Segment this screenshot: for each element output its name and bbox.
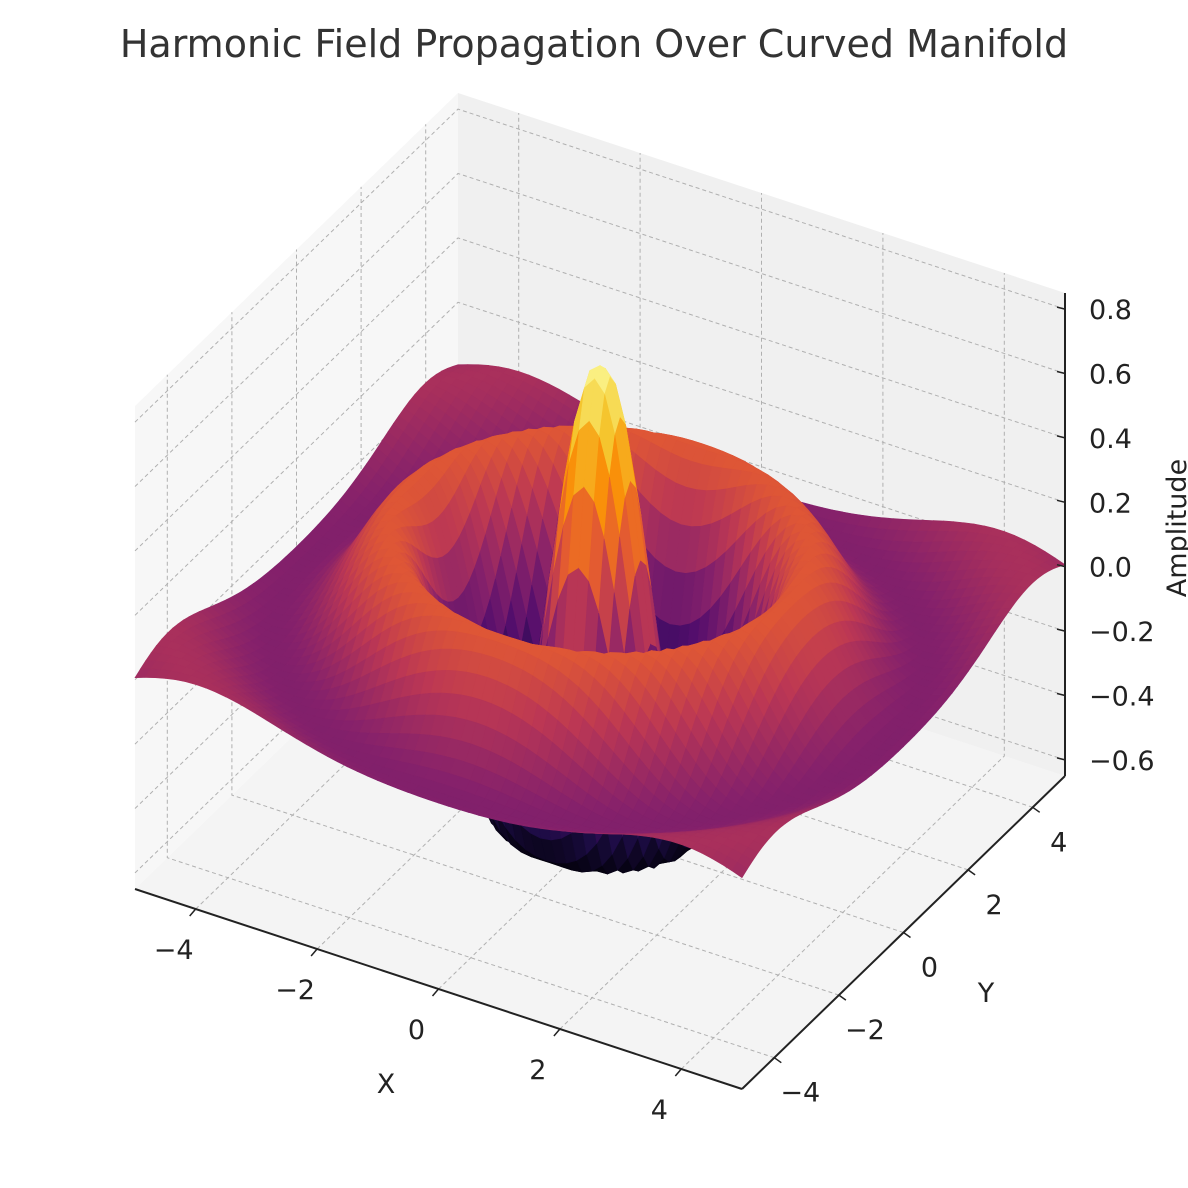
z-tick-label: 0.4	[1089, 424, 1132, 455]
x-tick-label: 0	[408, 1015, 425, 1046]
y-tick-mark	[838, 994, 847, 1001]
x-tick-label: 4	[651, 1095, 668, 1126]
x-tick-mark	[310, 948, 318, 957]
x-axis-label: X	[377, 1069, 396, 1100]
grid-line-y	[166, 374, 775, 1059]
grid-line-x	[680, 273, 1005, 1070]
z-axis-label: Amplitude	[1162, 459, 1188, 597]
z-tick-label: 0.6	[1089, 360, 1132, 391]
z-tick-label: −0.4	[1089, 682, 1155, 713]
z-tick-label: 0.8	[1089, 295, 1132, 326]
x-tick-mark	[553, 1028, 561, 1037]
chart-title: Harmonic Field Propagation Over Curved M…	[119, 22, 1069, 66]
y-tick-label: 2	[986, 890, 1003, 921]
x-tick-mark	[189, 908, 197, 917]
y-tick-mark	[773, 1057, 782, 1064]
y-tick-mark	[967, 869, 976, 876]
z-tick-label: 0.2	[1089, 488, 1132, 519]
grid-line-z	[134, 108, 1066, 423]
y-tick-mark	[903, 931, 911, 939]
x-tick-mark	[674, 1068, 682, 1077]
z-tick-label: −0.2	[1089, 617, 1155, 648]
grid-line-z	[134, 301, 1066, 616]
z-tick-label: 0.0	[1089, 553, 1132, 584]
grid-line-y	[231, 312, 840, 996]
y-tick-label: −2	[845, 1015, 885, 1046]
grid-lines	[134, 108, 1066, 1070]
x-tick-label: 2	[529, 1055, 546, 1086]
x-tick-label: −2	[275, 975, 315, 1006]
y-axis-label: Y	[977, 978, 995, 1009]
surface-mesh	[134, 364, 1066, 879]
x-tick-label: −4	[154, 935, 194, 966]
y-tick-mark	[1032, 806, 1041, 813]
z-tick-label: −0.6	[1089, 746, 1155, 777]
x-tick-mark	[431, 988, 440, 997]
grid-line-z	[134, 172, 1066, 487]
y-tick-label: −4	[780, 1078, 820, 1109]
grid-line-z	[134, 237, 1066, 552]
y-tick-label: 4	[1050, 827, 1067, 858]
y-tick-label: 0	[921, 953, 938, 984]
